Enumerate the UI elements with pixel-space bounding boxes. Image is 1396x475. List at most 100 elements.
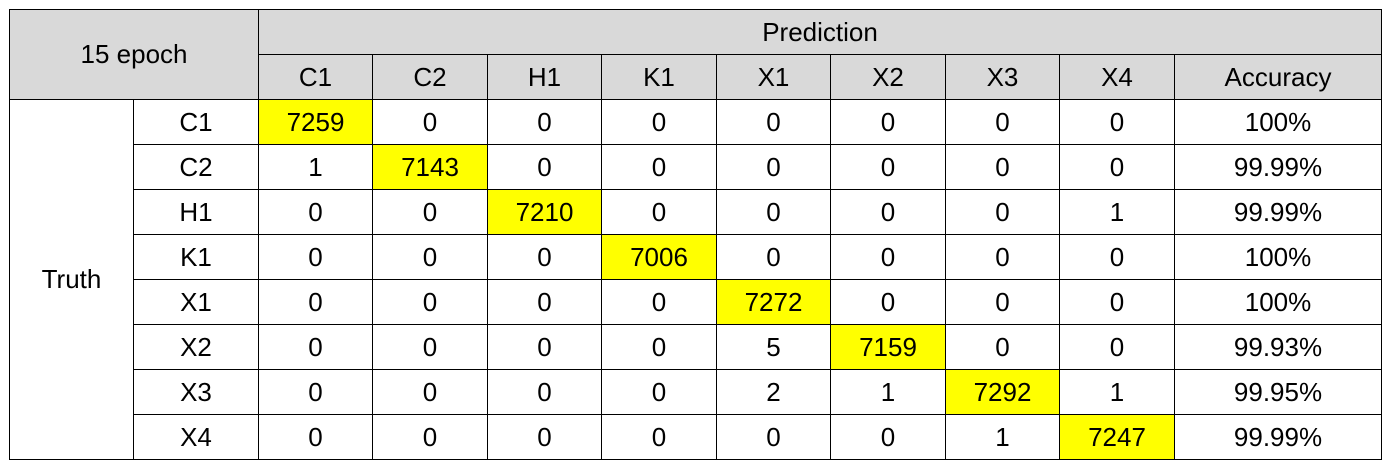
- prediction-header: Prediction: [258, 9, 1382, 55]
- matrix-cell: 0: [258, 414, 373, 460]
- diagonal-cell: 7159: [830, 324, 946, 370]
- matrix-cell: 0: [372, 99, 488, 145]
- matrix-cell: 0: [716, 99, 831, 145]
- table-row: X3 0 0 0 0 2 1 7292 1 99.95%: [10, 369, 1382, 415]
- matrix-cell: 1: [258, 144, 373, 190]
- matrix-cell: 1: [830, 369, 946, 415]
- diagonal-cell: 7272: [716, 279, 831, 325]
- matrix-cell: 0: [258, 369, 373, 415]
- diagonal-cell: 7247: [1059, 414, 1175, 460]
- diagonal-cell: 7210: [487, 189, 602, 235]
- matrix-cell: 0: [945, 144, 1060, 190]
- matrix-cell: 0: [830, 189, 946, 235]
- col-header-x3: X3: [945, 54, 1060, 100]
- matrix-cell: 0: [372, 279, 488, 325]
- row-label: X3: [133, 369, 259, 415]
- matrix-cell: 0: [716, 414, 831, 460]
- col-header-c1: C1: [258, 54, 373, 100]
- matrix-cell: 0: [372, 189, 488, 235]
- diagonal-cell: 7292: [945, 369, 1060, 415]
- matrix-cell: 1: [945, 414, 1060, 460]
- col-header-x2: X2: [830, 54, 946, 100]
- matrix-cell: 0: [830, 99, 946, 145]
- matrix-cell: 0: [945, 234, 1060, 280]
- truth-header: Truth: [9, 99, 134, 460]
- matrix-cell: 0: [487, 279, 602, 325]
- matrix-cell: 0: [487, 234, 602, 280]
- accuracy-cell: 99.95%: [1174, 369, 1382, 415]
- matrix-body: Truth C1 7259 0 0 0 0 0 0 0 100% C2 1 7143 0 0 0 0 0 0 99.99…: [9, 99, 1382, 460]
- matrix-cell: 0: [716, 189, 831, 235]
- col-header-x4: X4: [1059, 54, 1175, 100]
- matrix-cell: 5: [716, 324, 831, 370]
- column-header-row: C1 C2 H1 K1 X1 X2 X3 X4 Accuracy: [10, 54, 1382, 100]
- row-label: H1: [133, 189, 259, 235]
- matrix-cell: 0: [716, 234, 831, 280]
- matrix-cell: 0: [1059, 324, 1175, 370]
- matrix-cell: 0: [372, 234, 488, 280]
- table-row: K1 0 0 0 7006 0 0 0 0 100%: [10, 234, 1382, 280]
- row-label: X4: [133, 414, 259, 460]
- row-label: C2: [133, 144, 259, 190]
- matrix-cell: 0: [601, 369, 717, 415]
- row-label: K1: [133, 234, 259, 280]
- matrix-cell: 0: [1059, 99, 1175, 145]
- table-row: C2 1 7143 0 0 0 0 0 0 99.99%: [10, 144, 1382, 190]
- matrix-cell: 0: [258, 324, 373, 370]
- diagonal-cell: 7143: [372, 144, 488, 190]
- accuracy-cell: 99.99%: [1174, 414, 1382, 460]
- table-row: H1 0 0 7210 0 0 0 0 1 99.99%: [10, 189, 1382, 235]
- matrix-cell: 0: [487, 369, 602, 415]
- accuracy-cell: 99.99%: [1174, 144, 1382, 190]
- matrix-cell: 0: [487, 99, 602, 145]
- matrix-cell: 2: [716, 369, 831, 415]
- diagonal-cell: 7006: [601, 234, 717, 280]
- matrix-cell: 0: [601, 324, 717, 370]
- accuracy-cell: 100%: [1174, 99, 1382, 145]
- matrix-cell: 0: [1059, 279, 1175, 325]
- table-row: Truth C1 7259 0 0 0 0 0 0 0 100%: [9, 99, 1382, 460]
- matrix-cell: 0: [830, 279, 946, 325]
- col-header-x1: X1: [716, 54, 831, 100]
- matrix-cell: 0: [830, 414, 946, 460]
- matrix-cell: 0: [1059, 234, 1175, 280]
- table-row: X4 0 0 0 0 0 0 1 7247 99.99%: [10, 414, 1382, 460]
- table-title: 15 epoch: [9, 9, 259, 100]
- matrix-cell: 0: [258, 234, 373, 280]
- matrix-cell: 0: [945, 279, 1060, 325]
- matrix-cell: 0: [601, 144, 717, 190]
- matrix-cell: 0: [487, 324, 602, 370]
- matrix-cell: 0: [601, 414, 717, 460]
- matrix-cell: 0: [945, 324, 1060, 370]
- matrix-cell: 0: [945, 99, 1060, 145]
- matrix-cell: 0: [1059, 144, 1175, 190]
- matrix-cell: 1: [1059, 369, 1175, 415]
- col-header-k1: K1: [601, 54, 717, 100]
- table-row: X2 0 0 0 0 5 7159 0 0 99.93%: [10, 324, 1382, 370]
- row-label: C1: [133, 99, 259, 145]
- matrix-cell: 0: [830, 144, 946, 190]
- matrix-cell: 0: [372, 324, 488, 370]
- row-label: X2: [133, 324, 259, 370]
- table-row: X1 0 0 0 0 7272 0 0 0 100%: [10, 279, 1382, 325]
- accuracy-cell: 99.99%: [1174, 189, 1382, 235]
- matrix-cell: 0: [945, 189, 1060, 235]
- matrix-cell: 0: [487, 414, 602, 460]
- col-header-h1: H1: [487, 54, 602, 100]
- matrix-cell: 0: [601, 279, 717, 325]
- accuracy-cell: 100%: [1174, 234, 1382, 280]
- accuracy-cell: 100%: [1174, 279, 1382, 325]
- diagonal-cell: 7259: [258, 99, 373, 145]
- matrix-cell: 0: [258, 279, 373, 325]
- confusion-matrix-table: 15 epoch Prediction C1 C2 H1 K1 X1 X2 X3…: [9, 9, 1382, 460]
- matrix-cell: 0: [716, 144, 831, 190]
- col-header-accuracy: Accuracy: [1174, 54, 1382, 100]
- matrix-cell: 0: [601, 99, 717, 145]
- matrix-cell: 0: [487, 144, 602, 190]
- matrix-cell: 0: [372, 369, 488, 415]
- accuracy-cell: 99.93%: [1174, 324, 1382, 370]
- matrix-cell: 1: [1059, 189, 1175, 235]
- matrix-cell: 0: [258, 189, 373, 235]
- matrix-cell: 0: [601, 189, 717, 235]
- col-header-c2: C2: [372, 54, 488, 100]
